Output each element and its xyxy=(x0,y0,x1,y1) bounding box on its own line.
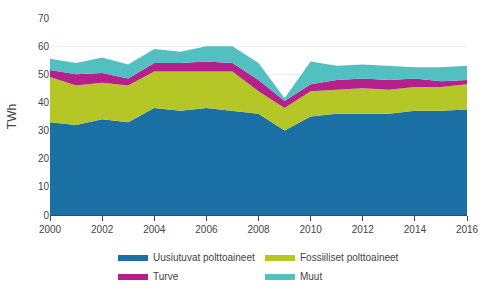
svg-text:30: 30 xyxy=(38,125,50,136)
svg-text:Muut: Muut xyxy=(300,271,322,282)
svg-text:2000: 2000 xyxy=(39,224,62,235)
svg-text:2014: 2014 xyxy=(404,224,427,235)
svg-text:Fossiiliset polttoaineet: Fossiiliset polttoaineet xyxy=(300,252,399,263)
svg-text:Uusiutuvat polttoaineet: Uusiutuvat polttoaineet xyxy=(153,252,255,263)
svg-text:20: 20 xyxy=(38,153,50,164)
svg-text:2008: 2008 xyxy=(247,224,270,235)
svg-text:2010: 2010 xyxy=(300,224,323,235)
svg-text:2016: 2016 xyxy=(456,224,479,235)
svg-text:2004: 2004 xyxy=(143,224,166,235)
svg-text:Turve: Turve xyxy=(153,271,179,282)
svg-text:40: 40 xyxy=(38,97,50,108)
svg-text:2006: 2006 xyxy=(195,224,218,235)
svg-text:60: 60 xyxy=(38,41,50,52)
svg-text:0: 0 xyxy=(43,210,49,221)
svg-text:70: 70 xyxy=(38,13,50,24)
svg-text:2012: 2012 xyxy=(352,224,375,235)
svg-text:2002: 2002 xyxy=(91,224,114,235)
svg-text:TWh: TWh xyxy=(5,104,19,129)
svg-text:50: 50 xyxy=(38,69,50,80)
svg-text:10: 10 xyxy=(38,181,50,192)
